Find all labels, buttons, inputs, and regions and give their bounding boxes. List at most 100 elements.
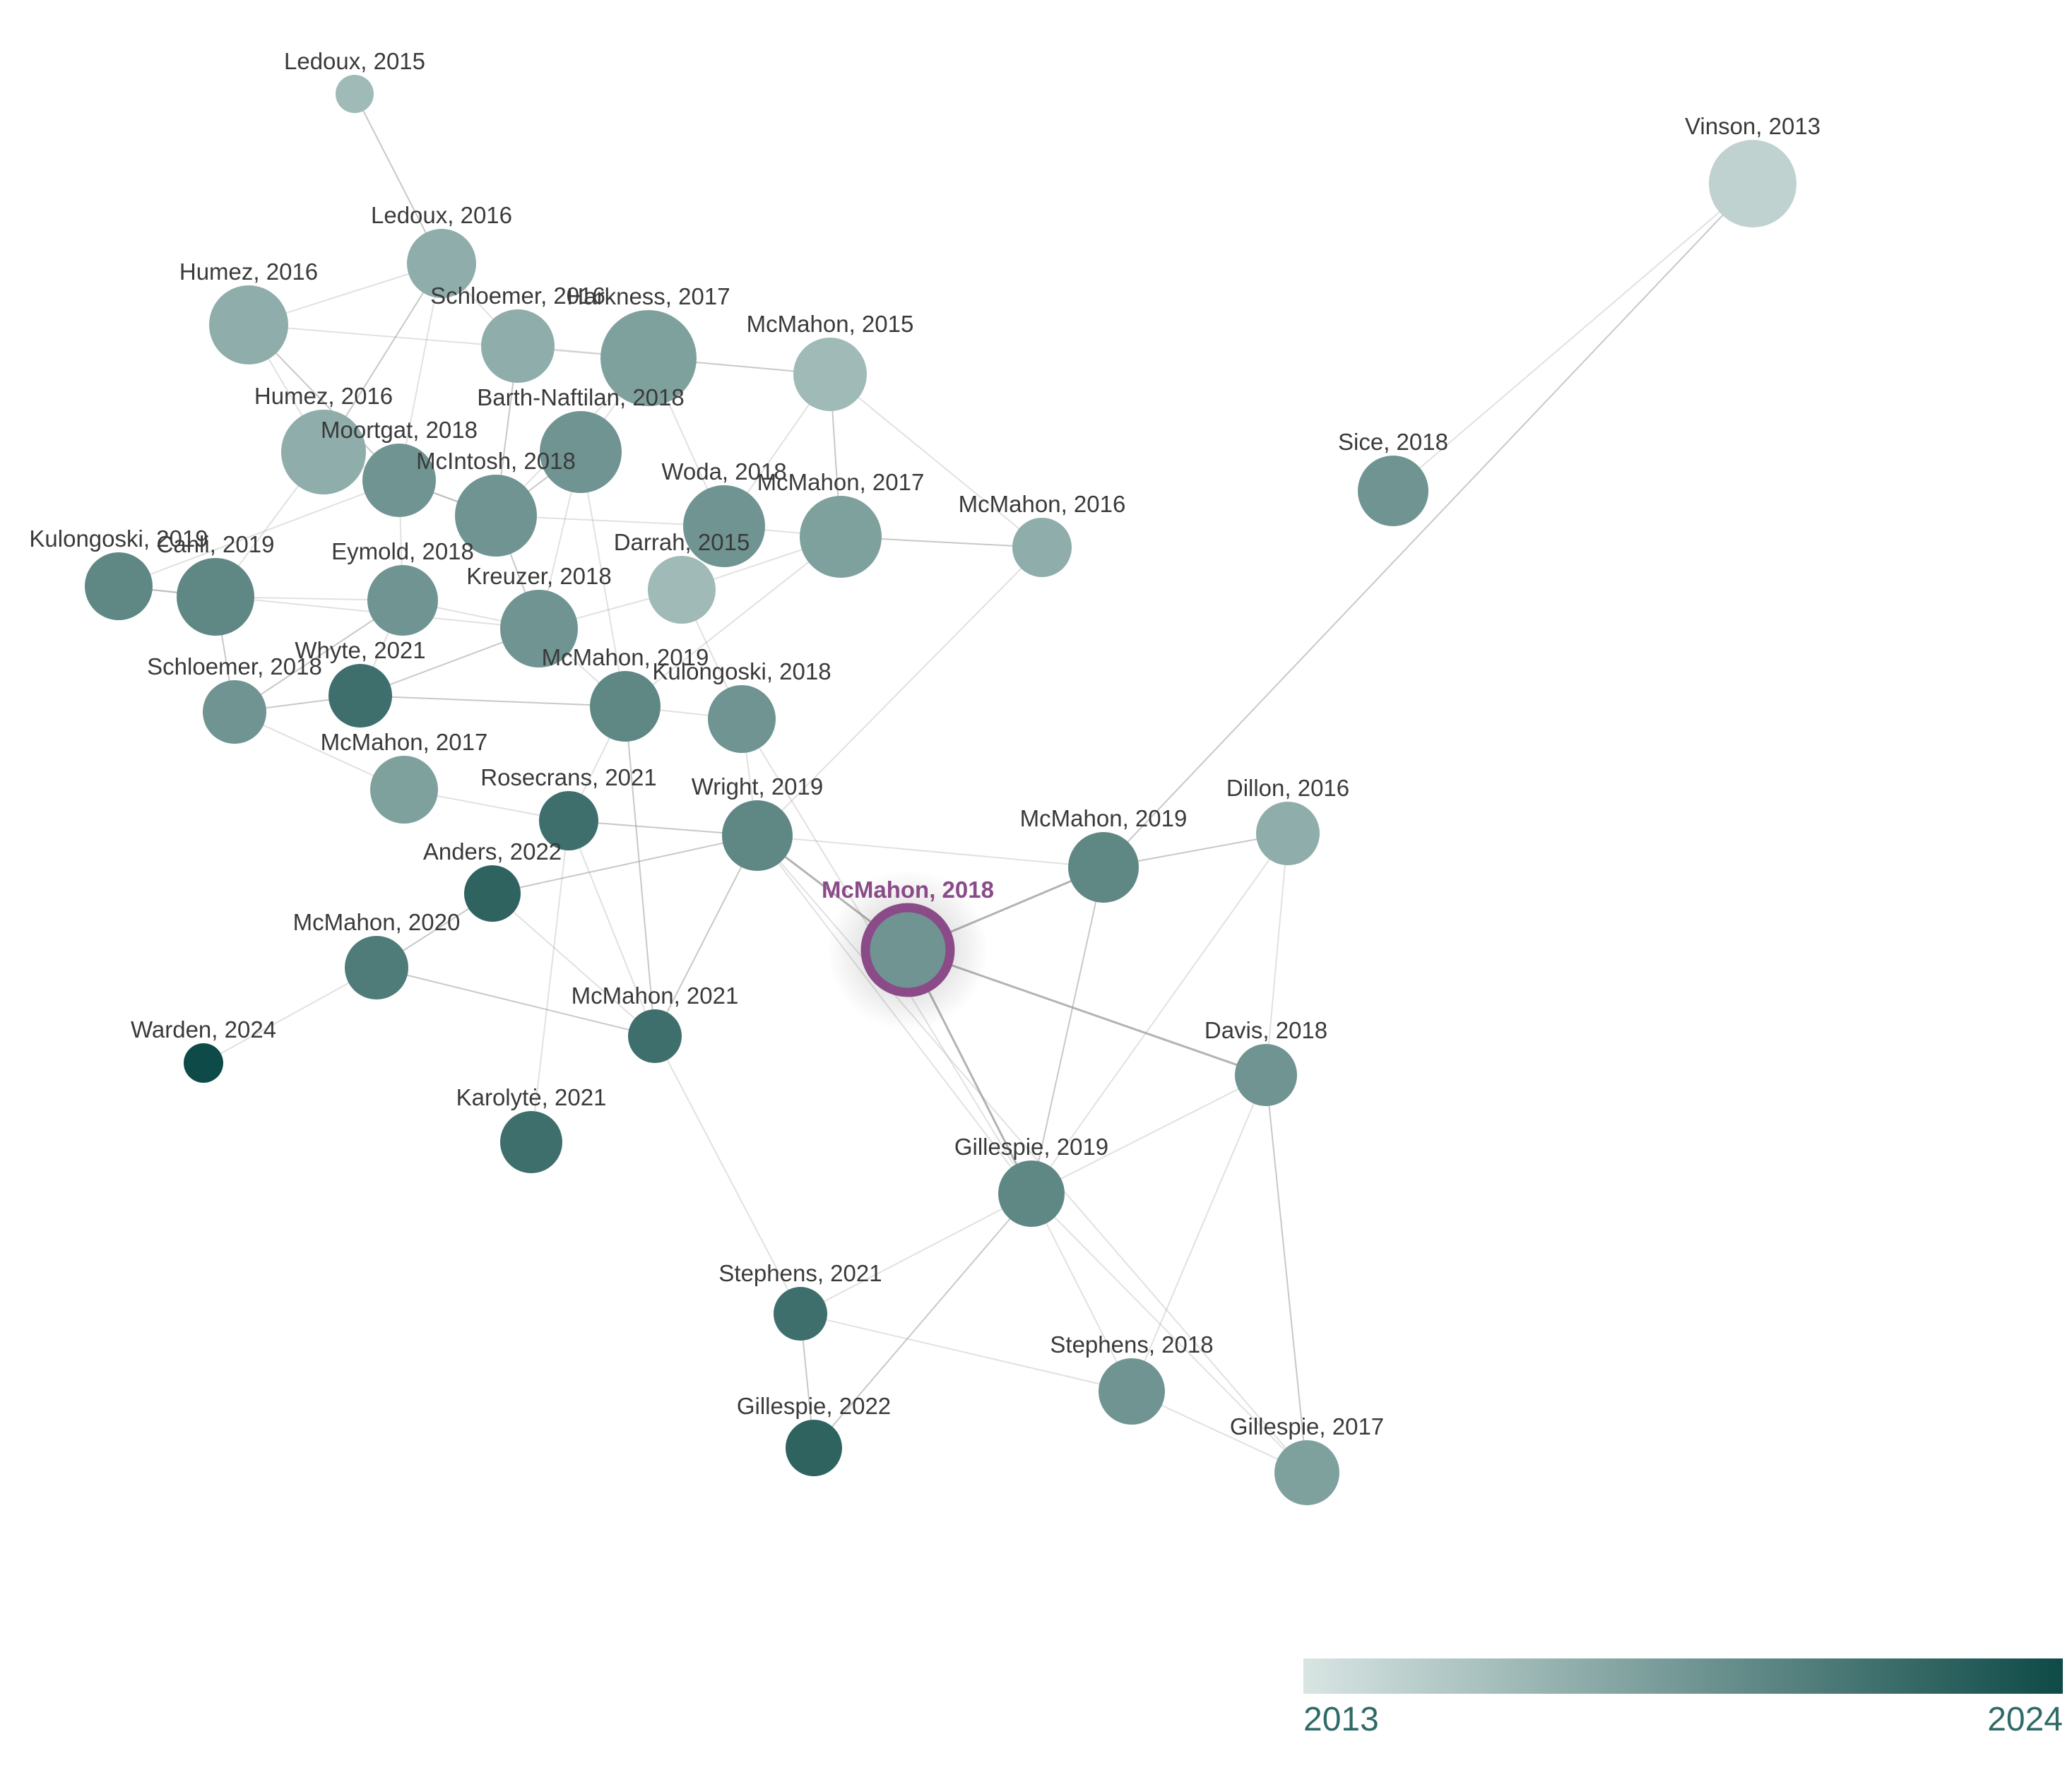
paper-node-circle[interactable] — [722, 800, 793, 871]
citation-edge — [813, 1193, 1032, 1449]
paper-node[interactable]: Humez, 2016 — [254, 383, 393, 494]
paper-node-circle[interactable] — [998, 1160, 1065, 1227]
paper-node-circle[interactable] — [1099, 1358, 1165, 1425]
paper-node[interactable]: Sice, 2018 — [1338, 429, 1448, 526]
paper-node[interactable]: Schloemer, 2016 — [430, 283, 605, 383]
citation-edge — [492, 835, 758, 894]
paper-node[interactable]: McMahon, 2016 — [959, 491, 1126, 577]
paper-node[interactable]: Woda, 2018 — [661, 458, 787, 567]
paper-node-circle[interactable] — [708, 685, 776, 753]
paper-node[interactable]: McMahon, 2019 — [1020, 805, 1188, 903]
paper-node[interactable]: Whyte, 2021 — [295, 637, 426, 728]
paper-node-circle[interactable] — [281, 410, 366, 494]
paper-node[interactable]: Gillespie, 2019 — [954, 1134, 1108, 1227]
paper-node-circle[interactable] — [786, 1420, 842, 1476]
paper-node-label: Woda, 2018 — [661, 458, 786, 485]
paper-node-circle[interactable] — [500, 590, 578, 667]
paper-node[interactable]: Humez, 2016 — [179, 259, 318, 364]
paper-node-label: Schloemer, 2016 — [430, 283, 605, 309]
paper-node[interactable]: Gillespie, 2022 — [737, 1393, 891, 1476]
paper-node-label: Warden, 2024 — [131, 1016, 276, 1043]
paper-node[interactable]: Anders, 2022 — [423, 838, 562, 922]
paper-node-label: Kulongoski, 2019 — [29, 526, 208, 552]
paper-node[interactable]: Barth-Naftilan, 2018 — [477, 384, 685, 493]
paper-node-circle[interactable] — [455, 475, 537, 557]
paper-node-circle[interactable] — [1709, 140, 1796, 227]
paper-node[interactable]: McMahon, 2017 — [321, 729, 488, 824]
paper-node-circle[interactable] — [1068, 832, 1139, 903]
nodes-layer: Ledoux, 2015 Ledoux, 2016 Humez, 2016 Schlo… — [29, 48, 1821, 1505]
paper-node-circle[interactable] — [362, 444, 436, 517]
paper-node-circle[interactable] — [860, 903, 955, 997]
paper-node[interactable]: McIntosh, 2018 — [416, 448, 576, 557]
paper-node-circle[interactable] — [1274, 1440, 1339, 1505]
paper-node[interactable]: Harkness, 2017 — [567, 283, 730, 406]
paper-node[interactable]: Wright, 2019 — [692, 773, 824, 871]
paper-node-label: Harkness, 2017 — [567, 283, 730, 309]
paper-node-circle[interactable] — [539, 791, 598, 850]
paper-node-circle[interactable] — [628, 1009, 682, 1063]
paper-node-circle[interactable] — [1012, 518, 1072, 577]
citation-edge — [1031, 867, 1104, 1194]
paper-node-circle[interactable] — [683, 485, 765, 567]
paper-node-circle[interactable] — [328, 664, 392, 728]
paper-node-circle[interactable] — [600, 310, 697, 406]
paper-node-label: Wright, 2019 — [692, 773, 824, 800]
paper-node[interactable]: Kulongoski, 2019 — [29, 526, 208, 620]
paper-node-label: Moortgat, 2018 — [321, 417, 478, 443]
paper-node-circle[interactable] — [481, 309, 555, 383]
paper-node[interactable]: Eymold, 2018 — [331, 538, 474, 636]
paper-node[interactable]: Canli, 2019 — [157, 531, 275, 636]
paper-node-circle[interactable] — [1358, 456, 1428, 526]
paper-node-circle[interactable] — [464, 865, 521, 922]
paper-node-circle[interactable] — [800, 496, 882, 578]
paper-node[interactable]: McMahon, 2015 — [747, 311, 914, 411]
paper-node[interactable]: Warden, 2024 — [131, 1016, 276, 1083]
paper-node[interactable]: Ledoux, 2016 — [371, 202, 512, 298]
paper-node[interactable]: Rosecrans, 2021 — [480, 764, 657, 850]
paper-node-circle[interactable] — [1235, 1044, 1297, 1106]
paper-node-circle[interactable] — [184, 1043, 223, 1083]
paper-node-circle[interactable] — [793, 338, 867, 411]
paper-node-circle[interactable] — [540, 411, 622, 493]
paper-node[interactable]: Stephens, 2021 — [718, 1260, 882, 1341]
paper-node[interactable]: Moortgat, 2018 — [321, 417, 478, 517]
paper-node[interactable]: Kreuzer, 2018 — [466, 563, 612, 667]
selected-paper-node[interactable]: McMahon, 2018 — [822, 869, 994, 1031]
paper-node[interactable]: Ledoux, 2015 — [284, 48, 425, 113]
paper-node-circle[interactable] — [85, 552, 153, 620]
paper-node[interactable]: McMahon, 2021 — [572, 982, 739, 1063]
paper-node[interactable]: Stephens, 2018 — [1050, 1331, 1214, 1425]
paper-node-label: Anders, 2022 — [423, 838, 562, 865]
paper-node[interactable]: McMahon, 2020 — [293, 909, 461, 999]
paper-node-circle[interactable] — [177, 558, 254, 636]
paper-node-circle[interactable] — [345, 936, 408, 999]
paper-node-circle[interactable] — [648, 556, 716, 624]
paper-node-circle[interactable] — [407, 229, 476, 298]
citation-edge — [757, 547, 1043, 836]
paper-node[interactable]: McMahon, 2017 — [757, 469, 925, 578]
paper-node-circle[interactable] — [336, 75, 374, 113]
paper-node-label: Eymold, 2018 — [331, 538, 474, 564]
paper-node[interactable]: Gillespie, 2017 — [1230, 1413, 1384, 1505]
citation-edge — [829, 374, 1043, 548]
paper-node-circle[interactable] — [370, 756, 438, 824]
paper-node-circle[interactable] — [203, 680, 266, 744]
paper-node-circle[interactable] — [774, 1287, 827, 1341]
paper-node[interactable]: Vinson, 2013 — [1685, 113, 1821, 227]
paper-node[interactable]: Davis, 2018 — [1204, 1017, 1327, 1106]
paper-node-circle[interactable] — [367, 565, 438, 636]
paper-node[interactable]: Dillon, 2016 — [1226, 775, 1349, 865]
paper-node-circle[interactable] — [209, 285, 288, 364]
citation-edge — [1265, 833, 1289, 1076]
paper-node[interactable]: Kulongoski, 2018 — [652, 658, 831, 753]
paper-node[interactable]: McMahon, 2019 — [542, 644, 709, 742]
paper-node-circle[interactable] — [1256, 802, 1320, 865]
paper-node-circle[interactable] — [500, 1111, 562, 1173]
paper-node[interactable]: Schloemer, 2018 — [147, 653, 322, 744]
paper-node-circle[interactable] — [590, 671, 661, 742]
paper-node[interactable]: Darrah, 2015 — [614, 529, 750, 624]
paper-node-label: Ledoux, 2016 — [371, 202, 512, 228]
paper-node[interactable]: Karolytė, 2021 — [456, 1084, 607, 1173]
